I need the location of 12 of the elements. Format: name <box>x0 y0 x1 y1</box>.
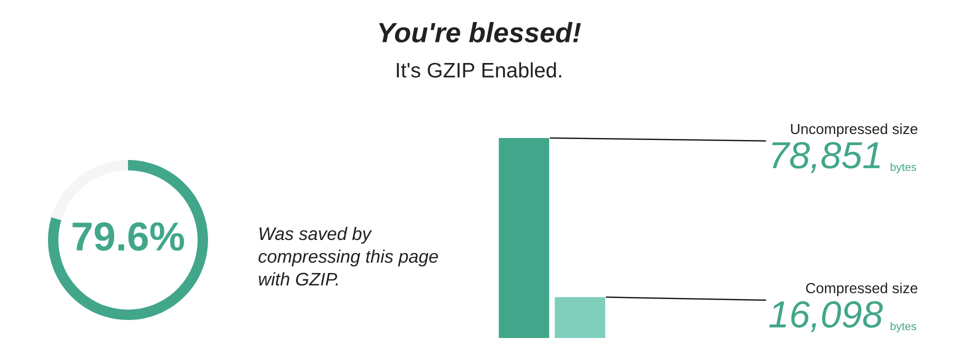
text: bytes <box>890 162 916 174</box>
data-label: 79.6% <box>72 222 184 251</box>
text: bytes <box>890 322 916 332</box>
text: Was saved by compressing this page with GZIP. <box>258 226 438 286</box>
text: It's GZIP Enabled. <box>396 62 562 78</box>
data-label: 16,098 <box>769 301 883 332</box>
text: Uncompressed size <box>791 123 918 137</box>
donut-slice <box>51 160 128 220</box>
data-label: 78,851 <box>772 142 880 173</box>
donut-slice <box>48 160 208 320</box>
text: Compressed size <box>806 282 918 296</box>
text: You're blessed! <box>378 22 581 42</box>
